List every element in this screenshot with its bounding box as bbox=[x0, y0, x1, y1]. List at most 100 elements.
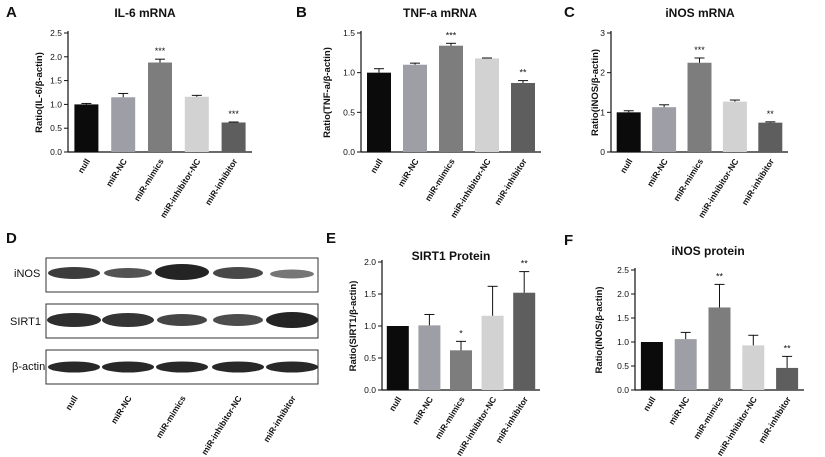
chart-sirt1-protein-category-mir-inhibitor: miR-inhibitor bbox=[493, 394, 530, 445]
chart-tnf-a-mrna-ytick-label: 1.0 bbox=[343, 68, 355, 78]
chart-inos-mrna-ytick-label: 0 bbox=[600, 147, 605, 157]
chart-inos-protein-category-mir-inhibitor: miR-inhibitor bbox=[756, 394, 793, 445]
chart-il-6-mrna-ytick-label: 1.5 bbox=[50, 76, 62, 86]
chart-tnf-a-mrna-title: TNF-a mRNA bbox=[403, 6, 477, 20]
western-blot: iNOS SIRT1 β-actin null miR-NC miR-mimic… bbox=[10, 257, 319, 457]
chart-sirt1-protein-bar-mir-inhibitor-nc bbox=[481, 315, 504, 390]
chart-inos-protein-ytick-label: 0.0 bbox=[617, 385, 629, 395]
chart-tnf-a-mrna-bar-mir-inhibitor-nc bbox=[475, 58, 499, 152]
chart-inos-protein-ytick-label: 2.5 bbox=[617, 265, 629, 275]
band-actin-null bbox=[48, 361, 100, 373]
blot-label-inos: iNOS bbox=[14, 268, 40, 280]
blot-category-mir-nc: miR-NC bbox=[109, 394, 134, 426]
chart-tnf-a-mrna-significance-mir-mimics: *** bbox=[446, 30, 457, 40]
panel-label-f: F bbox=[564, 232, 573, 249]
panel-label-e: E bbox=[326, 230, 336, 247]
chart-sirt1-protein-ytick-label: 2.0 bbox=[364, 257, 376, 267]
chart-sirt1-protein-category-mir-mimics: miR-mimics bbox=[433, 395, 467, 441]
chart-inos-protein-ylabel: Ratio(iNOS/β-actin) bbox=[594, 286, 605, 373]
chart-il-6-mrna-category-mir-inhibitor: miR-inhibitor bbox=[203, 156, 240, 207]
chart-tnf-a-mrna-category-mir-inhibitor-nc: miR-inhibitor-NC bbox=[448, 157, 493, 220]
chart-inos-mrna-bar-null bbox=[616, 112, 641, 152]
chart-inos-mrna-significance-mir-inhibitor: ** bbox=[767, 109, 775, 119]
chart-inos-protein-ytick-label: 1.0 bbox=[617, 337, 629, 347]
chart-sirt1-protein-category-null: null bbox=[387, 395, 403, 413]
chart-il-6-mrna-ytick-label: 0.5 bbox=[50, 123, 62, 133]
chart-sirt1-protein-ylabel: Ratio(SIRT1/β-actin) bbox=[348, 281, 359, 372]
chart-tnf-a-mrna-ylabel: Ratio(TNF-a/β-actin) bbox=[322, 47, 333, 138]
band-inos-mir-inhibitor bbox=[270, 269, 314, 279]
chart-tnf-a-mrna-category-mir-mimics: miR-mimics bbox=[423, 157, 457, 203]
chart-inos-protein-ytick-label: 2.0 bbox=[617, 289, 629, 299]
chart-il-6-mrna-title: IL-6 mRNA bbox=[114, 6, 176, 20]
chart-sirt1-protein-ytick-label: 0.5 bbox=[364, 353, 376, 363]
chart-inos-mrna-ylabel: Ratio(iNOS/β-actin) bbox=[590, 49, 601, 136]
chart-inos-mrna-category-mir-mimics: miR-mimics bbox=[671, 157, 705, 203]
chart-tnf-a-mrna-bar-mir-nc bbox=[403, 64, 427, 152]
chart-il-6-mrna-significance-mir-inhibitor: *** bbox=[228, 109, 239, 119]
chart-il-6-mrna: IL-6 mRNA Ratio(IL-6/β-actin) 0.0 0.5 1.0 1.5… bbox=[34, 6, 252, 220]
panel-label-c: C bbox=[564, 4, 575, 21]
chart-inos-protein-ytick-label: 1.5 bbox=[617, 313, 629, 323]
band-inos-mir-mimics bbox=[155, 264, 209, 280]
chart-il-6-mrna-ytick-label: 2.5 bbox=[50, 28, 62, 38]
blot-label-beta-actin: β-actin bbox=[12, 361, 45, 373]
band-sirt1-null bbox=[47, 313, 101, 327]
chart-sirt1-protein: SIRT1 Protein Ratio(SIRT1/β-actin) 0.0 0.5 1… bbox=[348, 249, 540, 457]
chart-inos-protein-bar-null bbox=[640, 342, 663, 390]
band-sirt1-mir-nc bbox=[102, 313, 154, 327]
band-sirt1-mir-inhibitor-nc bbox=[213, 314, 263, 326]
chart-tnf-a-mrna-bar-mir-mimics bbox=[439, 45, 463, 153]
chart-il-6-mrna-ytick-label: 0.0 bbox=[50, 147, 62, 157]
panel-label-b: B bbox=[296, 4, 307, 21]
chart-sirt1-protein-bar-mir-nc bbox=[418, 325, 441, 390]
chart-il-6-mrna-ylabel: Ratio(IL-6/β-actin) bbox=[34, 52, 45, 133]
blot-category-mir-inhibitor: miR-inhibitor bbox=[261, 393, 298, 444]
chart-sirt1-protein-significance-mir-mimics: * bbox=[459, 328, 463, 338]
chart-inos-protein-category-mir-nc: miR-NC bbox=[666, 395, 691, 427]
chart-il-6-mrna-bar-mir-inhibitor-nc bbox=[184, 96, 209, 152]
chart-sirt1-protein-significance-mir-inhibitor: ** bbox=[521, 259, 529, 269]
chart-inos-protein-ytick-label: 0.5 bbox=[617, 361, 629, 371]
chart-inos-mrna-bar-mir-inhibitor-nc bbox=[722, 101, 747, 152]
chart-tnf-a-mrna: TNF-a mRNA Ratio(TNF-a/β-actin) 0.0 0.5 1.0 1… bbox=[322, 6, 541, 220]
chart-inos-protein-significance-mir-inhibitor: ** bbox=[784, 343, 792, 353]
chart-inos-mrna-category-mir-inhibitor-nc: miR-inhibitor-NC bbox=[696, 157, 741, 220]
chart-il-6-mrna-category-mir-mimics: miR-mimics bbox=[132, 157, 166, 203]
chart-inos-protein-significance-mir-mimics: ** bbox=[716, 271, 724, 281]
band-actin-mir-mimics bbox=[156, 361, 208, 373]
panel-label-d: D bbox=[6, 230, 17, 247]
chart-inos-mrna-bar-mir-inhibitor bbox=[758, 122, 783, 152]
chart-il-6-mrna-ytick-label: 1.0 bbox=[50, 99, 62, 109]
chart-inos-protein-category-null: null bbox=[641, 395, 657, 413]
chart-sirt1-protein-bar-mir-mimics bbox=[450, 350, 472, 390]
chart-il-6-mrna-category-mir-inhibitor-nc: miR-inhibitor-NC bbox=[158, 157, 203, 220]
chart-inos-protein-title: iNOS protein bbox=[671, 244, 744, 258]
chart-tnf-a-mrna-category-mir-inhibitor: miR-inhibitor bbox=[492, 156, 529, 207]
band-sirt1-mir-inhibitor bbox=[266, 312, 318, 328]
band-inos-null bbox=[48, 267, 100, 279]
band-inos-mir-inhibitor-nc bbox=[213, 267, 263, 279]
chart-inos-mrna-bar-mir-mimics bbox=[687, 62, 712, 152]
band-actin-mir-nc bbox=[102, 361, 154, 373]
chart-il-6-mrna-bar-mir-nc bbox=[111, 97, 136, 152]
chart-inos-mrna-title: iNOS mRNA bbox=[665, 6, 735, 20]
chart-il-6-mrna-ytick-label: 2.0 bbox=[50, 52, 62, 62]
chart-tnf-a-mrna-bar-mir-inhibitor bbox=[511, 82, 535, 152]
chart-inos-mrna-ytick-label: 2 bbox=[600, 68, 605, 78]
chart-inos-protein-bar-mir-mimics bbox=[708, 307, 731, 390]
chart-tnf-a-mrna-ytick-label: 1.5 bbox=[343, 28, 355, 38]
chart-sirt1-protein-title: SIRT1 Protein bbox=[412, 249, 491, 263]
chart-tnf-a-mrna-significance-mir-inhibitor: ** bbox=[519, 68, 527, 78]
chart-tnf-a-mrna-bar-null bbox=[367, 72, 391, 152]
band-sirt1-mir-mimics bbox=[157, 314, 207, 326]
chart-sirt1-protein-bar-null bbox=[386, 326, 409, 390]
blot-category-mir-mimics: miR-mimics bbox=[154, 394, 188, 440]
chart-inos-mrna: iNOS mRNA Ratio(iNOS/β-actin) 0 1 2 3 null miR-… bbox=[590, 6, 788, 220]
chart-sirt1-protein-ytick-label: 1.0 bbox=[364, 321, 376, 331]
chart-il-6-mrna-bar-mir-mimics bbox=[148, 62, 172, 152]
blot-label-sirt1: SIRT1 bbox=[10, 316, 41, 328]
chart-inos-mrna-category-null: null bbox=[618, 157, 634, 175]
chart-il-6-mrna-bar-null bbox=[74, 104, 99, 152]
